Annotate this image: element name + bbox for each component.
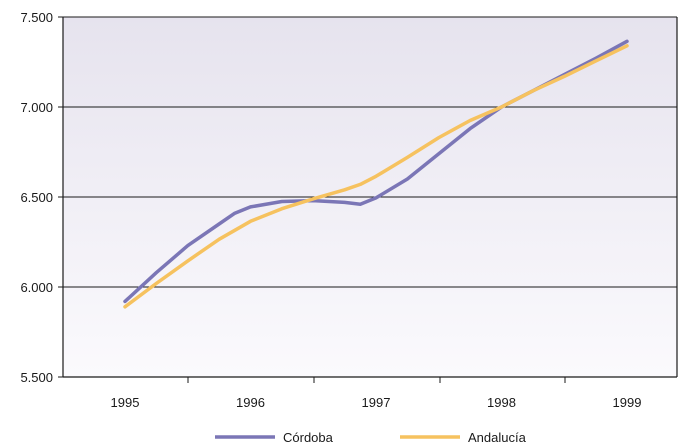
y-tick-label: 6.000 [20, 280, 53, 295]
y-tick-label: 5.500 [20, 370, 53, 385]
x-tick-label: 1995 [111, 395, 140, 410]
series-lines [123, 39, 629, 309]
legend-label: Córdoba [283, 430, 334, 445]
x-tick-label: 1999 [613, 395, 642, 410]
legend: Córdoba Andalucía [215, 430, 527, 445]
axes [62, 17, 678, 383]
series-line-1 [123, 44, 629, 309]
y-tick-label: 7.500 [20, 10, 53, 25]
x-tick-label: 1996 [236, 395, 265, 410]
y-tick-label: 6.500 [20, 190, 53, 205]
y-tick-label: 7.000 [20, 100, 53, 115]
legend-label: Andalucía [468, 430, 527, 445]
x-tick-label: 1998 [487, 395, 516, 410]
x-axis-tick-labels: 1995 1996 1997 1998 1999 [111, 395, 642, 410]
x-tick-label: 1997 [362, 395, 391, 410]
y-axis-tick-labels: 5.500 6.000 6.500 7.000 7.500 [20, 10, 53, 385]
